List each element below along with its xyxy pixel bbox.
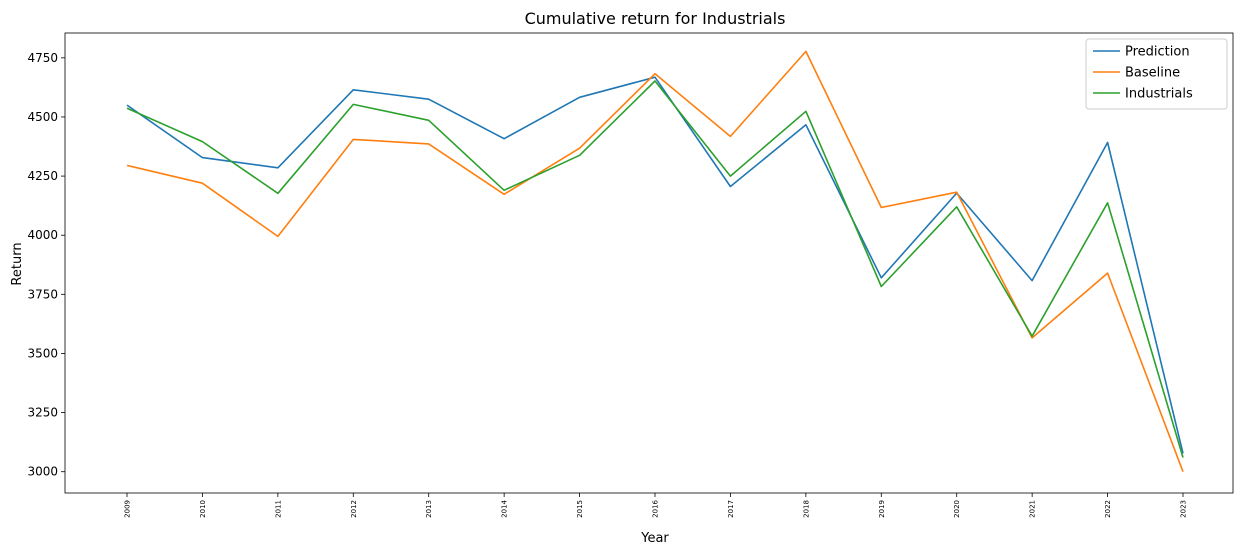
x-tick-label: 2011 (274, 500, 282, 518)
y-tick-label: 4750 (27, 51, 58, 65)
x-tick-label: 2021 (1029, 500, 1037, 518)
legend-label-industrials: Industrials (1125, 87, 1193, 102)
chart-title: Cumulative return for Industrials (525, 9, 786, 28)
x-tick-label: 2015 (576, 500, 584, 518)
series-line-industrials (126, 80, 1184, 458)
x-tick-label: 2017 (727, 500, 735, 518)
x-axis-label: Year (640, 531, 669, 546)
x-tick-label: 2023 (1180, 500, 1188, 518)
series-line-prediction (126, 76, 1184, 454)
x-tick-label: 2013 (425, 500, 433, 518)
x-tick-label: 2019 (878, 500, 886, 518)
x-tick-label: 2009 (124, 500, 132, 518)
x-tick-label: 2022 (1104, 500, 1112, 518)
x-tick-label: 2018 (802, 500, 810, 518)
y-tick-label: 4500 (27, 110, 58, 124)
y-tick-label: 3000 (27, 465, 58, 479)
y-tick-label: 4000 (27, 228, 58, 242)
plot-frame (64, 32, 1234, 494)
plot-area: 3000 3250 3500 3750 4000 4250 4500 4750 2009 2010… (27, 32, 1234, 518)
x-tick-label: 2010 (199, 500, 207, 518)
x-tick-label: 2020 (953, 500, 961, 518)
x-tick-label: 2012 (350, 500, 358, 518)
legend-box (1085, 38, 1228, 110)
x-tick-label: 2016 (652, 499, 660, 517)
legend-label-prediction: Prediction (1125, 45, 1190, 60)
legend: Prediction Baseline Industrials (1085, 38, 1228, 110)
legend-label-baseline: Baseline (1125, 66, 1180, 81)
x-tick-label: 2014 (501, 499, 509, 517)
y-tick-label: 3500 (27, 346, 58, 360)
series-line-baseline (126, 50, 1184, 472)
y-tick-label: 4250 (27, 169, 58, 183)
y-tick-label: 3250 (27, 406, 58, 420)
y-tick-label: 3750 (27, 287, 58, 301)
y-axis-label: Return (10, 242, 25, 285)
